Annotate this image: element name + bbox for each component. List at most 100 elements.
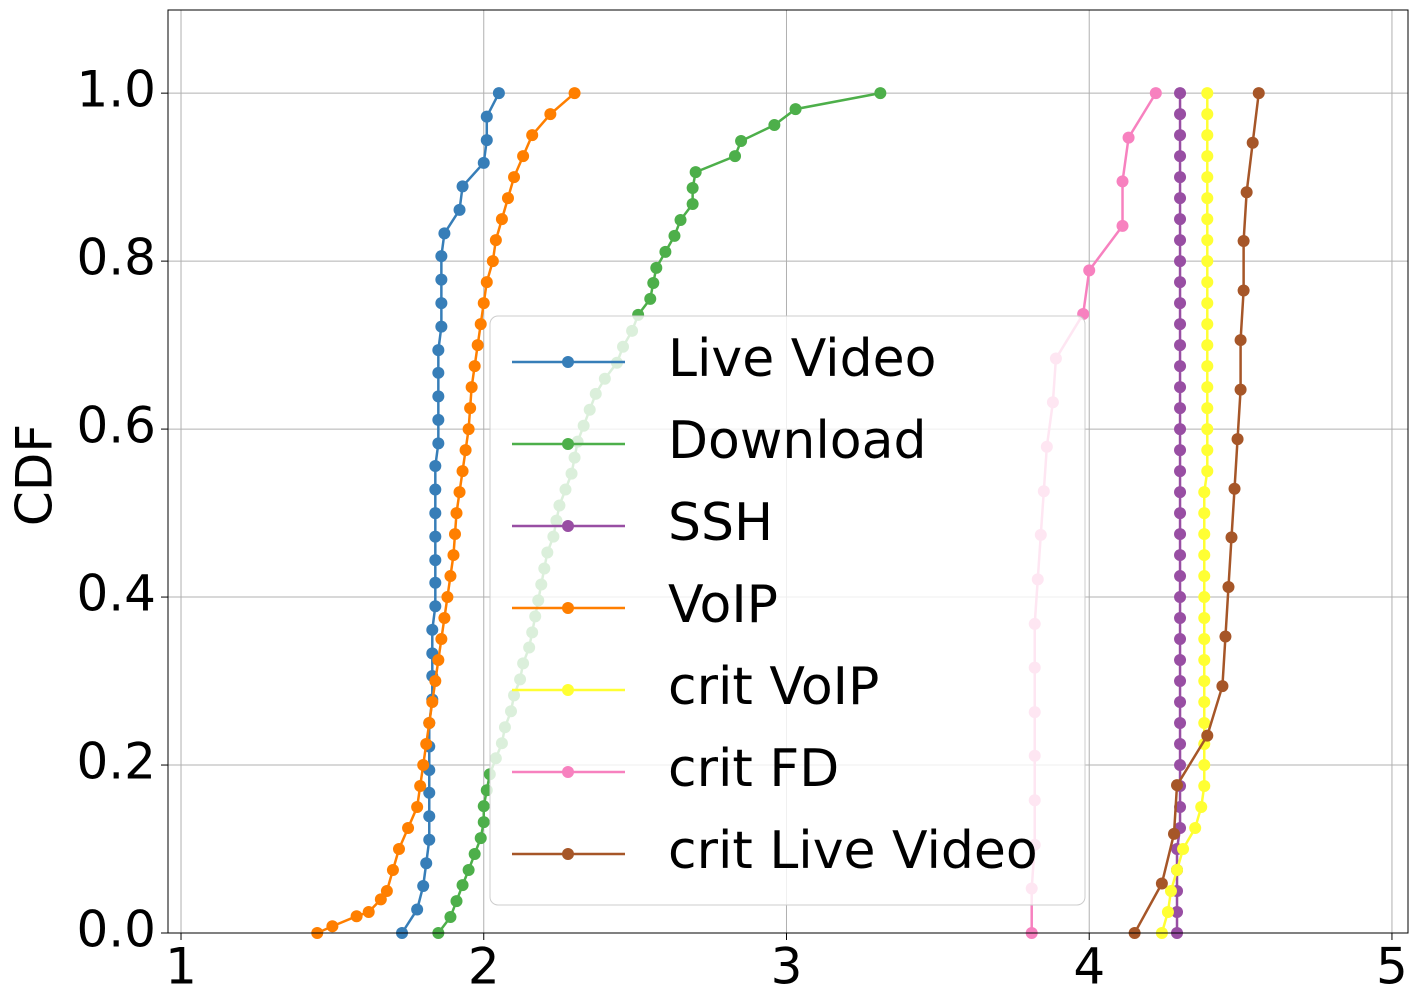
data-point [1252, 87, 1265, 100]
legend-marker [562, 356, 574, 368]
data-point [1174, 444, 1187, 457]
data-point [1198, 549, 1211, 562]
data-point [1198, 675, 1211, 688]
data-point [1174, 87, 1187, 100]
data-point [429, 530, 442, 543]
data-point [1174, 507, 1187, 520]
data-point [411, 801, 424, 814]
data-point [402, 822, 415, 835]
data-point [650, 261, 663, 274]
data-point [1174, 423, 1187, 436]
data-point [1174, 360, 1187, 373]
data-point [1198, 780, 1211, 793]
data-point [1201, 318, 1214, 331]
data-point [374, 893, 387, 906]
data-point [1201, 192, 1214, 205]
data-point [1174, 339, 1187, 352]
data-point [644, 292, 657, 305]
data-point [1171, 864, 1184, 877]
data-point [1219, 630, 1232, 643]
data-point [1174, 381, 1187, 394]
data-point [1174, 570, 1187, 583]
data-point [1189, 822, 1202, 835]
data-point [1174, 675, 1187, 688]
data-point [1174, 486, 1187, 499]
data-point [474, 832, 487, 845]
data-point [1083, 264, 1096, 277]
data-point [444, 911, 457, 924]
data-point [423, 810, 436, 823]
data-point [659, 245, 672, 258]
legend-box [489, 315, 1086, 906]
legend-marker [562, 684, 574, 696]
data-point [1201, 276, 1214, 289]
y-tick-label: 0.0 [76, 901, 156, 959]
data-point [1198, 570, 1211, 583]
data-point [429, 675, 442, 688]
data-point [471, 339, 484, 352]
data-point [1167, 827, 1180, 840]
data-point [386, 864, 399, 877]
data-point [477, 297, 490, 310]
data-point [568, 87, 581, 100]
data-point [435, 273, 448, 286]
data-point [435, 633, 448, 646]
x-tick-label: 2 [468, 938, 500, 996]
data-point [1174, 759, 1187, 772]
legend-marker [562, 438, 574, 450]
data-point [768, 119, 781, 132]
data-point [444, 570, 457, 583]
legend-label: VoIP [668, 575, 778, 635]
data-point [464, 402, 477, 415]
data-point [1198, 654, 1211, 667]
x-tick-label: 5 [1376, 938, 1408, 996]
data-point [1177, 843, 1190, 856]
data-point [544, 108, 557, 121]
data-point [326, 920, 339, 933]
legend-label: Download [668, 411, 926, 471]
data-point [1174, 654, 1187, 667]
data-point [426, 696, 439, 709]
data-point [417, 879, 430, 892]
data-point [874, 87, 887, 100]
data-point [414, 780, 427, 793]
data-point [459, 444, 472, 457]
data-point [477, 800, 490, 813]
data-point [1201, 423, 1214, 436]
data-point [1161, 906, 1174, 919]
data-point [1174, 213, 1187, 226]
data-point [1198, 612, 1211, 625]
legend-marker [562, 848, 574, 860]
data-point [468, 360, 481, 373]
data-point [456, 879, 469, 892]
data-point [1174, 192, 1187, 205]
data-point [1240, 186, 1253, 199]
data-point [1198, 528, 1211, 541]
plot-frame [167, 9, 1409, 934]
data-point [1174, 717, 1187, 730]
data-point [1198, 633, 1211, 646]
data-point [429, 460, 442, 473]
data-point [1174, 402, 1187, 415]
data-point [492, 87, 505, 100]
data-point [480, 276, 493, 289]
data-point [1198, 591, 1211, 604]
series-line [1133, 92, 1260, 934]
data-point [1198, 717, 1211, 730]
y-tick-label: 0.8 [76, 229, 156, 287]
legend: Live Video Download SSH VoIP crit VoIP crit F… [489, 315, 1086, 906]
data-point [432, 344, 445, 357]
data-point [450, 507, 463, 520]
data-point [1174, 318, 1187, 331]
data-point [1201, 729, 1214, 742]
legend-marker [562, 766, 574, 778]
data-point [495, 213, 508, 226]
data-point [1174, 171, 1187, 184]
data-point [674, 213, 687, 226]
data-point [1149, 87, 1162, 100]
data-point [1174, 528, 1187, 541]
data-point [480, 110, 493, 123]
data-point [1174, 150, 1187, 163]
data-point [1198, 759, 1211, 772]
